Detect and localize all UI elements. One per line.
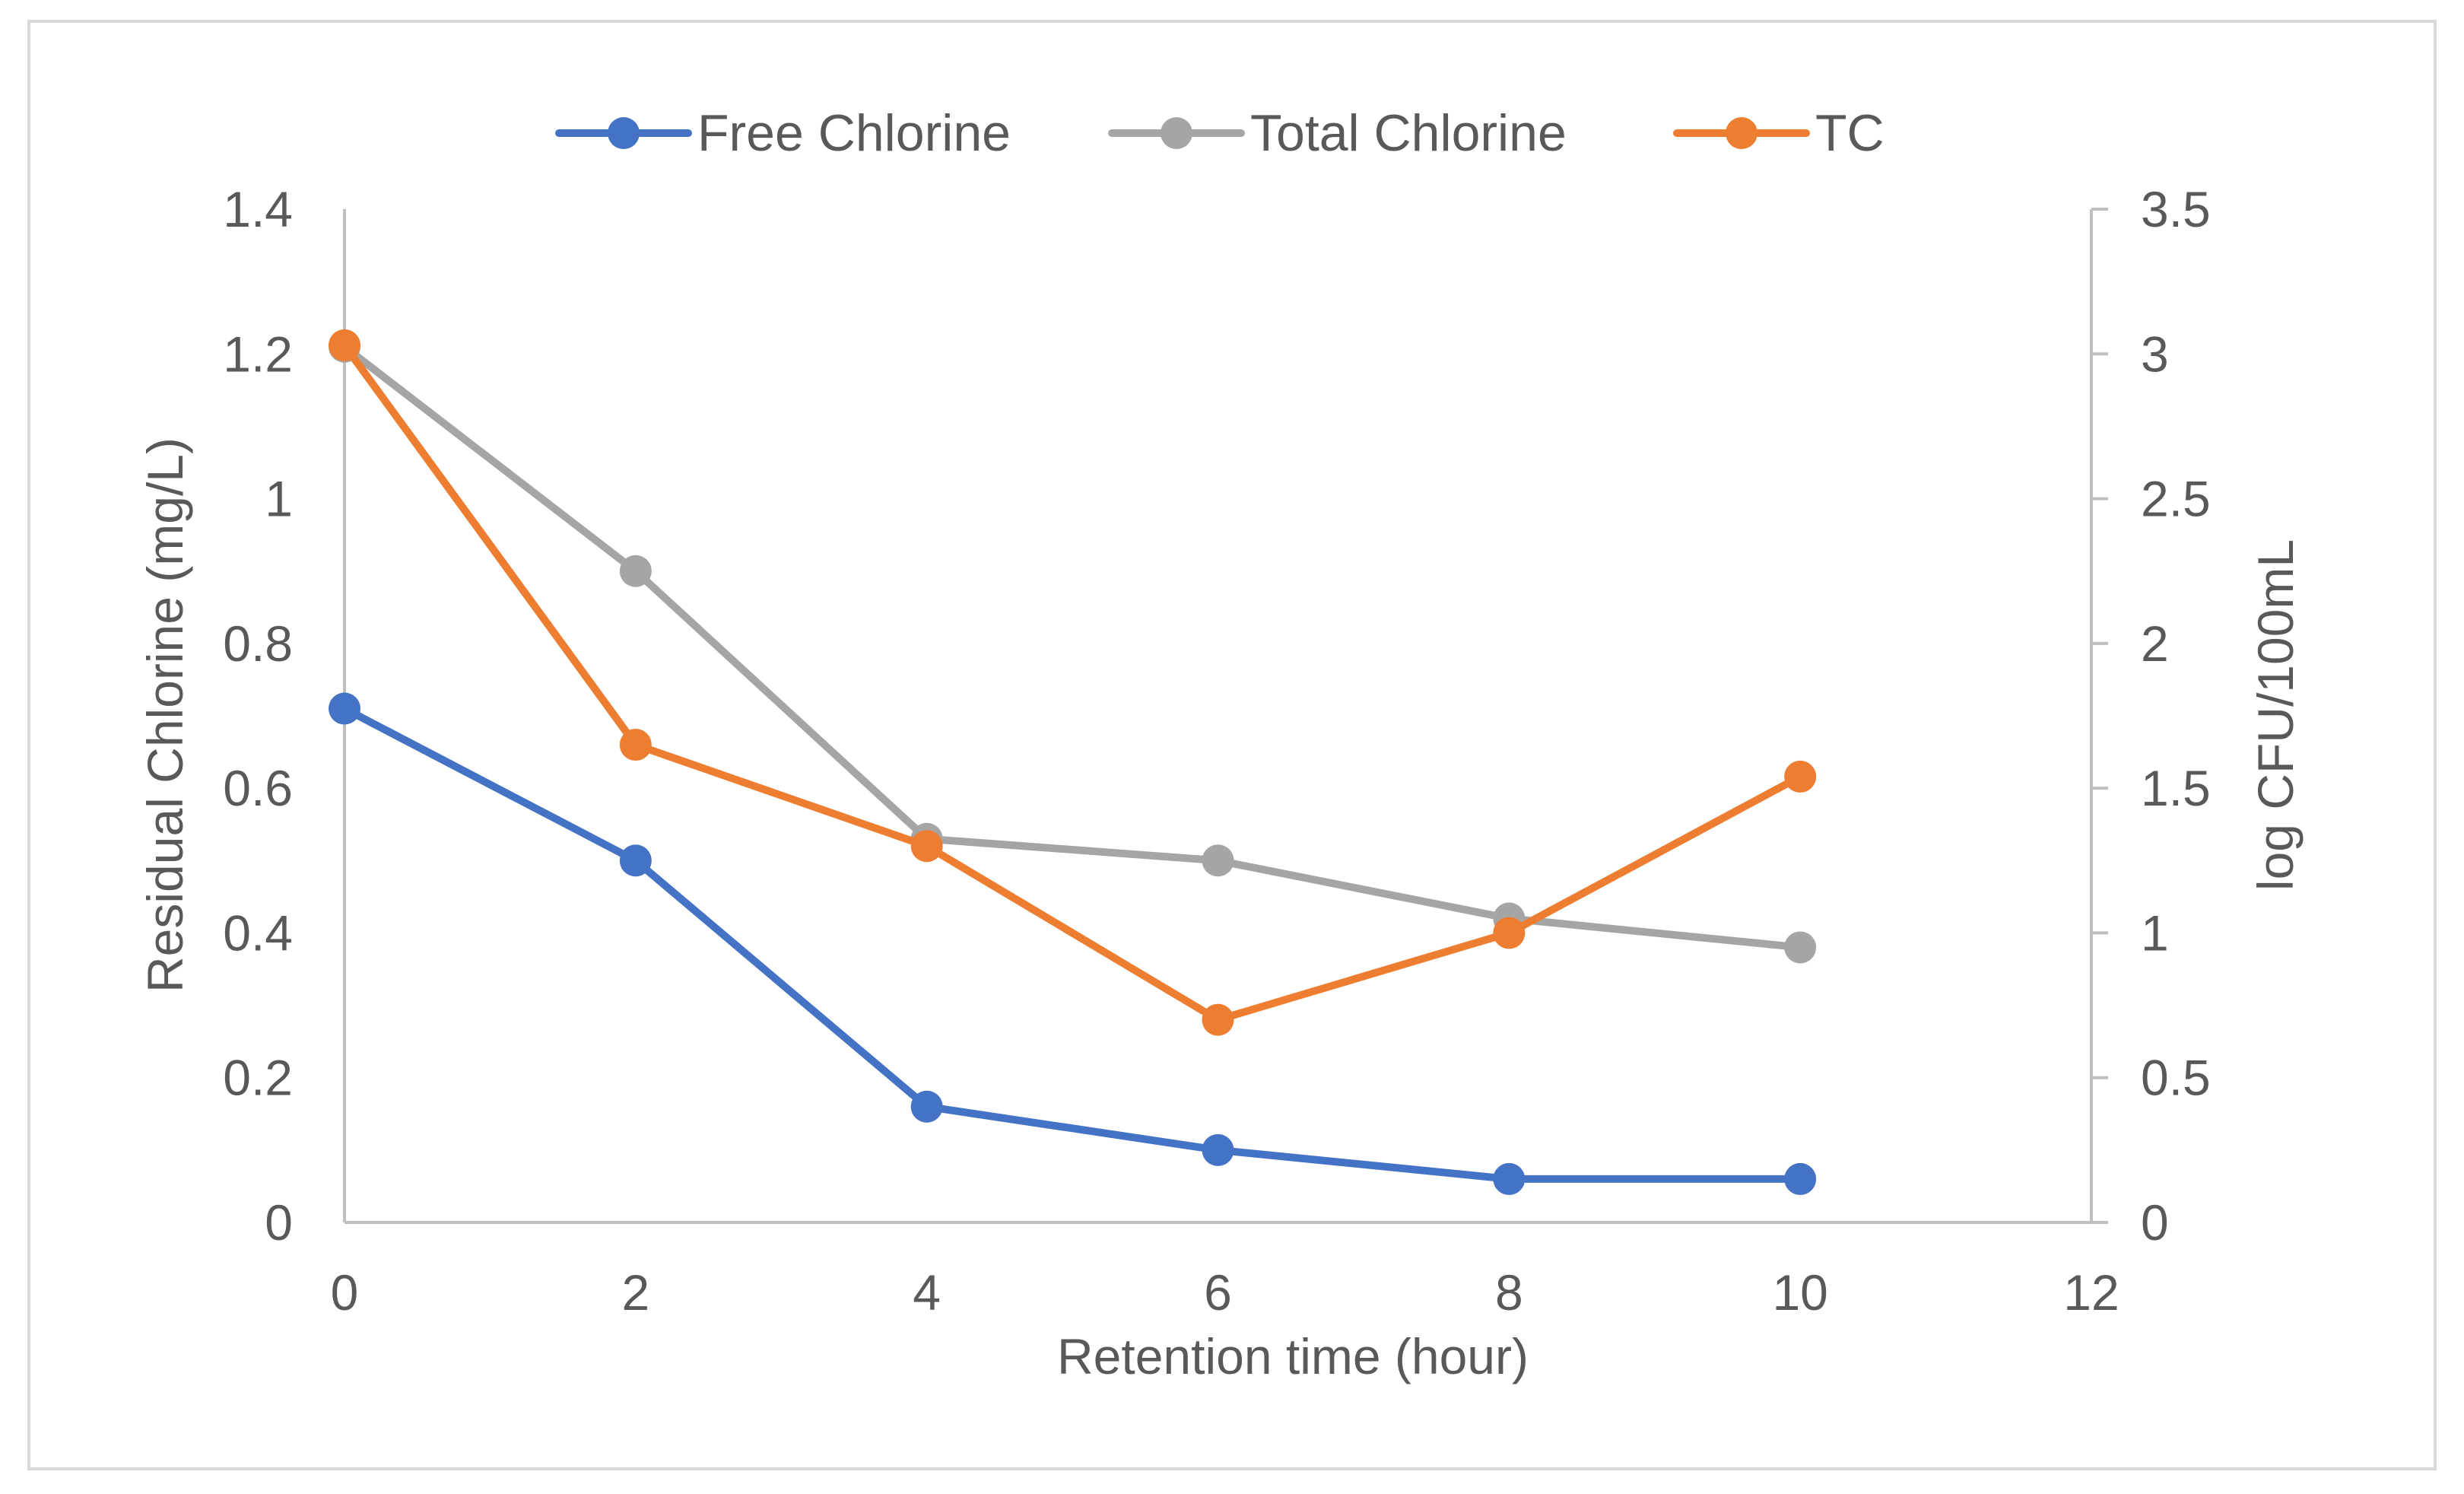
y2-tick-label: 2 bbox=[2141, 615, 2169, 672]
y-tick-label: 1.2 bbox=[223, 326, 293, 382]
free-chlorine-point bbox=[1493, 1162, 1526, 1195]
y2-tick-label: 0 bbox=[2141, 1194, 2169, 1251]
series-layer bbox=[329, 329, 1817, 1195]
series-tc bbox=[329, 329, 1817, 1036]
tc-point bbox=[1493, 917, 1526, 949]
y-tick-label: 0.4 bbox=[223, 904, 293, 961]
x-tick-label: 2 bbox=[621, 1264, 649, 1321]
free-chlorine-point bbox=[1202, 1133, 1234, 1166]
x-tick-label: 6 bbox=[1204, 1264, 1232, 1321]
free-chlorine-point bbox=[910, 1090, 943, 1123]
legend-label: TC bbox=[1815, 104, 1885, 162]
y2-tick-label: 1.5 bbox=[2141, 760, 2211, 816]
y-tick-label: 1.4 bbox=[223, 181, 293, 237]
legend-label: Free Chlorine bbox=[697, 104, 1011, 162]
free-chlorine-point bbox=[329, 692, 360, 725]
free-chlorine-point bbox=[1784, 1162, 1817, 1195]
x-axis-title: Retention time (hour) bbox=[1057, 1328, 1529, 1384]
legend-swatch-marker bbox=[1161, 117, 1192, 149]
free-chlorine-line bbox=[341, 704, 1805, 1183]
tc-point bbox=[910, 830, 943, 863]
x-tick-label: 4 bbox=[913, 1264, 941, 1321]
free-chlorine-point bbox=[619, 844, 652, 877]
y2-tick-label: 2.5 bbox=[2141, 471, 2211, 527]
tc-point bbox=[1202, 1003, 1234, 1036]
legend-swatch-marker bbox=[608, 117, 640, 149]
y2-axis-title: log CFU/100mL bbox=[2247, 539, 2304, 891]
legend-item-free-chlorine: Free Chlorine bbox=[555, 104, 1011, 162]
y-tick-label: 0.2 bbox=[223, 1050, 293, 1106]
series-free-chlorine bbox=[329, 692, 1817, 1195]
total-chlorine-line bbox=[341, 342, 1805, 952]
tc-point bbox=[619, 729, 652, 761]
x-tick-label: 10 bbox=[1772, 1264, 1827, 1321]
y2-tick-label: 0.5 bbox=[2141, 1050, 2211, 1106]
total-chlorine-point bbox=[1202, 844, 1234, 877]
tc-line bbox=[341, 341, 1805, 1024]
x-tick-label: 8 bbox=[1495, 1264, 1523, 1321]
y-axis-title: Residual Chlorine (mg/L) bbox=[137, 437, 193, 993]
legend: Free Chlorine Total Chlorine TC bbox=[555, 104, 1885, 162]
tc-point bbox=[1784, 760, 1817, 793]
legend-label: Total Chlorine bbox=[1250, 104, 1567, 162]
total-chlorine-point bbox=[1784, 931, 1817, 964]
total-chlorine-point bbox=[619, 555, 652, 587]
y-tick-label: 0 bbox=[265, 1194, 293, 1251]
x-tick-label: 0 bbox=[331, 1264, 359, 1321]
legend-swatch-marker bbox=[1726, 117, 1758, 149]
y-tick-label: 1 bbox=[265, 471, 293, 527]
y2-tick-label: 3.5 bbox=[2141, 181, 2211, 237]
y2-tick-label: 3 bbox=[2141, 326, 2169, 382]
x-tick-label: 12 bbox=[2063, 1264, 2119, 1321]
legend-item-total-chlorine: Total Chlorine bbox=[1108, 104, 1567, 162]
series-total-chlorine bbox=[329, 330, 1817, 964]
tc-point bbox=[329, 329, 360, 361]
y-tick-label: 0.6 bbox=[223, 760, 293, 816]
y2-tick-label: 1 bbox=[2141, 904, 2169, 961]
y-tick-label: 0.8 bbox=[223, 615, 293, 672]
legend-item-tc: TC bbox=[1673, 104, 1885, 162]
